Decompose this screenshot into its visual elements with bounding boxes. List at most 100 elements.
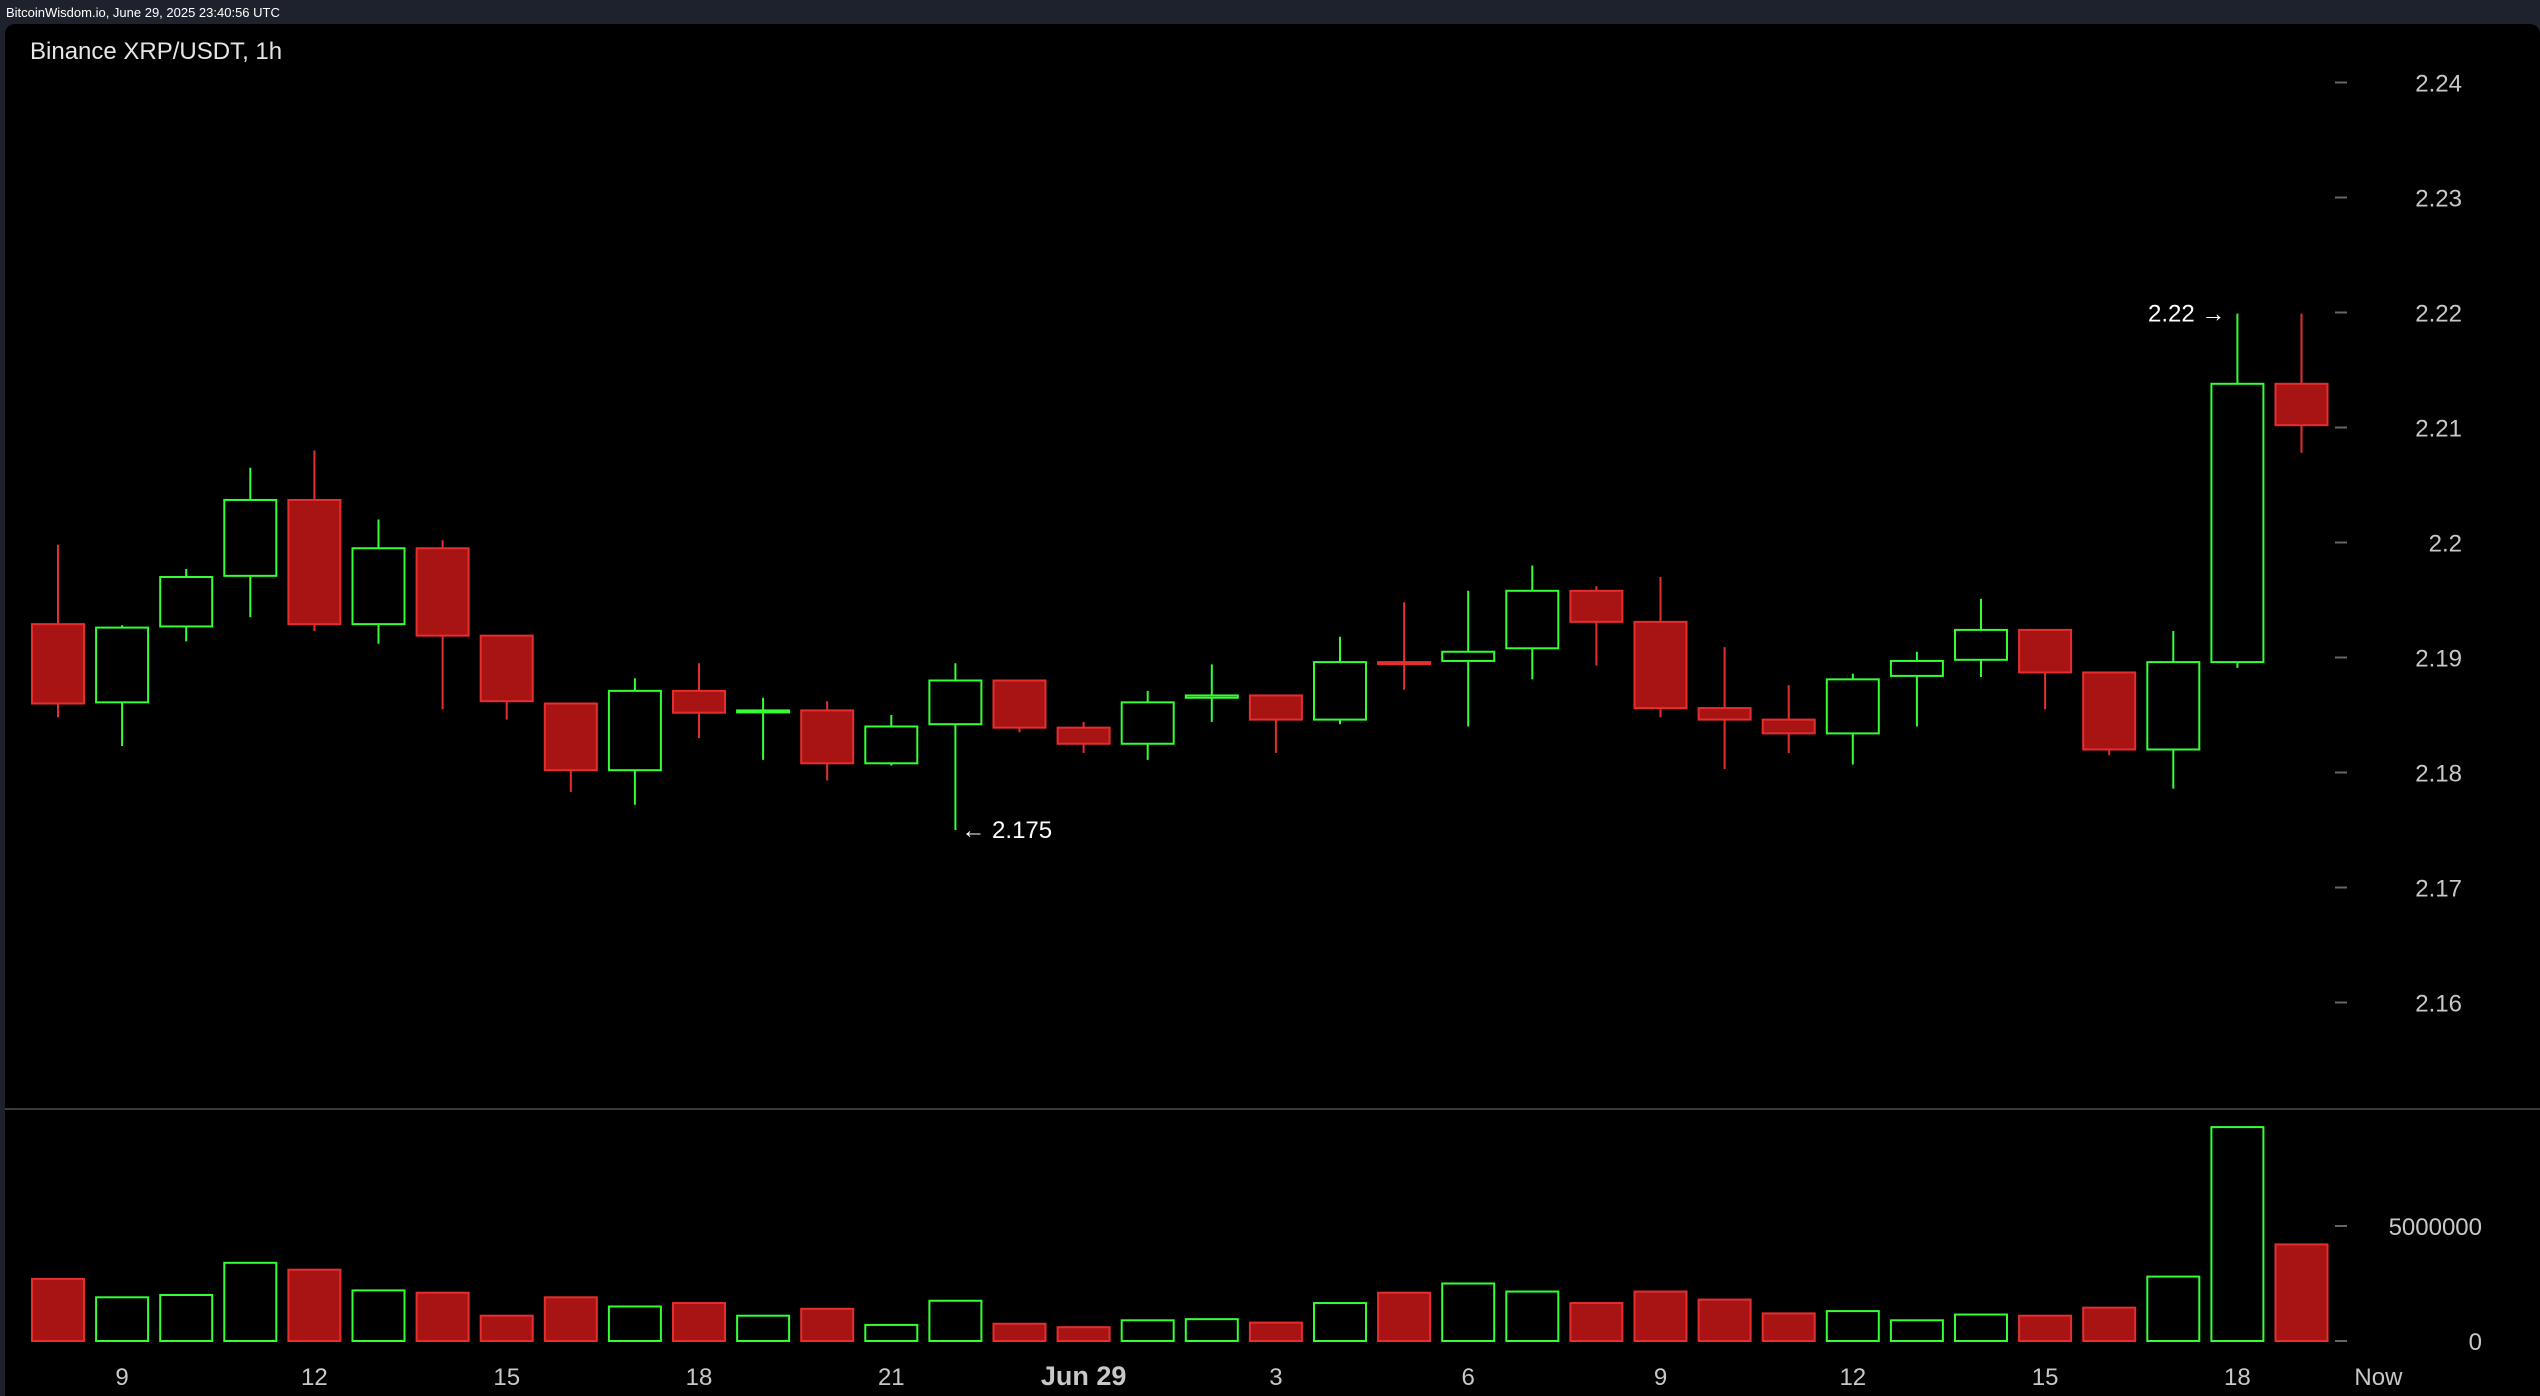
time-tick-label: 15	[2032, 1364, 2059, 1391]
candle-down	[2018, 628, 2073, 674]
candle-down	[800, 709, 855, 765]
time-tick-label: 12	[301, 1364, 328, 1391]
candle-down	[672, 689, 726, 714]
volume-tick-label: 0	[2469, 1329, 2482, 1356]
chart-title: Binance XRP/USDT, 1h	[30, 38, 283, 65]
volume-bar	[1697, 1298, 1752, 1342]
top-bar: BitcoinWisdom.io, June 29, 2025 23:40:56…	[0, 0, 2540, 24]
volume-bar	[351, 1289, 406, 1343]
volume-bar	[1825, 1310, 1880, 1342]
annotations: 2.22 → ← 2.175	[961, 301, 2225, 844]
volume-bar	[800, 1307, 855, 1343]
candle-down	[415, 547, 470, 637]
volume-bars	[31, 1126, 2329, 1343]
candle-down	[1377, 661, 1432, 666]
volume-bar	[1184, 1318, 1239, 1343]
candle-up	[736, 709, 791, 714]
candle-down	[1697, 707, 1752, 721]
price-annotation: ← 2.175	[961, 817, 1052, 844]
price-tick-label: 2.24	[2415, 71, 2462, 98]
candle-up	[2210, 382, 2265, 664]
volume-bar	[1954, 1313, 2008, 1343]
candle-down	[992, 679, 1047, 729]
time-tick-label: 12	[1839, 1364, 1866, 1391]
volume-bar	[1056, 1326, 1111, 1342]
price-tick-label: 2.2	[2429, 531, 2462, 558]
time-tick-label: 9	[1654, 1364, 1667, 1391]
candle-down	[1569, 589, 1624, 623]
candle-down	[1056, 726, 1111, 745]
volume-bar	[736, 1314, 791, 1342]
candle-up	[1441, 650, 1496, 662]
volume-bar	[95, 1296, 150, 1343]
price-tick-label: 2.21	[2415, 416, 2462, 443]
candle-up	[95, 626, 150, 704]
volume-bar	[928, 1299, 983, 1342]
candle-down	[1248, 694, 1303, 721]
volume-bar	[1633, 1290, 1688, 1343]
candle-up	[928, 679, 983, 726]
candle-down	[543, 702, 598, 772]
candle-up	[864, 725, 919, 765]
volume-bar	[2274, 1243, 2329, 1343]
time-tick-label: 15	[493, 1364, 520, 1391]
price-tick-label: 2.18	[2415, 761, 2462, 788]
volume-bar	[1761, 1312, 1816, 1343]
candle-up	[1825, 678, 1880, 735]
price-annotation: 2.22 →	[2148, 301, 2225, 328]
volume-bar	[672, 1302, 726, 1343]
volume-bar	[1441, 1282, 1496, 1342]
candle-up	[1505, 589, 1560, 650]
time-tick-label: 3	[1269, 1364, 1282, 1391]
volume-bar	[2146, 1275, 2201, 1342]
price-tick-label: 2.23	[2415, 186, 2462, 213]
time-tick-label: 18	[686, 1364, 713, 1391]
time-tick-label: 6	[1462, 1364, 1475, 1391]
volume-bar	[287, 1268, 342, 1342]
candle-up	[1889, 659, 1944, 677]
volume-bar	[223, 1261, 278, 1343]
candles	[31, 313, 2329, 830]
candle-up	[607, 689, 662, 772]
price-tick-label: 2.22	[2415, 301, 2462, 328]
candle-down	[1761, 718, 1816, 735]
volume-bar	[992, 1322, 1047, 1342]
volume-axis: 0 5000000	[2335, 1214, 2482, 1356]
volume-bar	[1569, 1302, 1624, 1343]
candle-up	[1954, 628, 2008, 661]
volume-bar	[2210, 1126, 2265, 1342]
volume-bar	[2082, 1306, 2137, 1343]
time-tick-label: 18	[2224, 1364, 2251, 1391]
candle-up	[351, 547, 406, 626]
volume-bar	[479, 1314, 534, 1342]
price-tick-label: 2.19	[2415, 646, 2462, 673]
candle-up	[1120, 701, 1175, 745]
volume-bar	[864, 1323, 919, 1343]
candle-down	[1633, 620, 1688, 710]
candle-up	[2146, 661, 2201, 751]
candle-up	[1184, 694, 1239, 699]
volume-bar	[1889, 1319, 1944, 1343]
volume-bar	[543, 1296, 598, 1343]
time-tick-label: 9	[115, 1364, 128, 1391]
time-tick-label: Jun 29	[1041, 1361, 1127, 1391]
candle-down	[479, 634, 534, 703]
price-tick-label: 2.16	[2415, 991, 2462, 1018]
candle-up	[223, 498, 278, 577]
price-axis: 2.16 2.17 2.18 2.19 2.2 2.21 2.22 2.23 2.24	[2335, 71, 2462, 1018]
volume-bar	[1313, 1302, 1367, 1343]
volume-bar	[1505, 1290, 1560, 1343]
volume-bar	[607, 1305, 662, 1342]
time-tick-label: 21	[878, 1364, 905, 1391]
volume-bar	[1377, 1291, 1432, 1342]
candle-down	[2274, 382, 2329, 427]
volume-bar	[2018, 1314, 2073, 1342]
source-timestamp: BitcoinWisdom.io, June 29, 2025 23:40:56…	[6, 5, 280, 20]
volume-tick-label: 5000000	[2389, 1214, 2482, 1241]
volume-bar	[1120, 1319, 1175, 1343]
time-axis: 9 12 15 18 21 Jun 29 3 6 9 12 15 18 Now	[115, 1361, 2403, 1391]
price-tick-label: 2.17	[2415, 876, 2462, 903]
time-tick-label: Now	[2354, 1364, 2403, 1391]
volume-bar	[1248, 1321, 1303, 1342]
